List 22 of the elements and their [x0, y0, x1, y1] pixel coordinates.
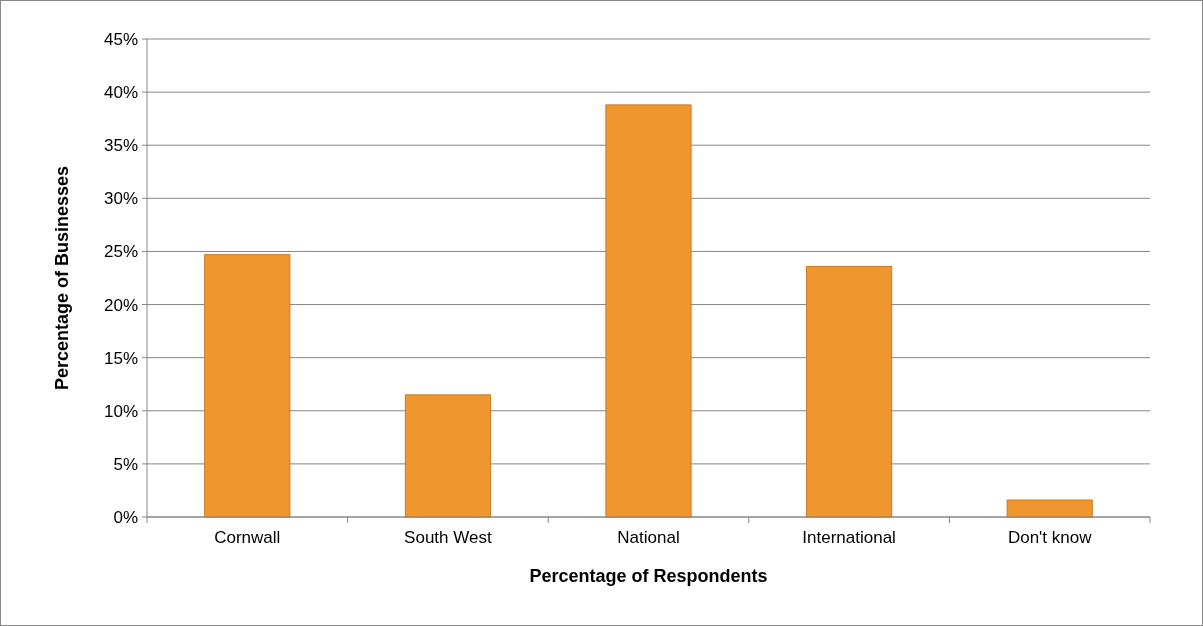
y-tick-label: 40% — [103, 83, 138, 103]
x-tick-label: Don't know — [1007, 528, 1093, 547]
y-axis-title: Percentage of Businesses — [52, 165, 72, 391]
bar — [204, 254, 291, 518]
x-tick-label: South West — [404, 528, 492, 547]
y-tick-label: 25% — [103, 242, 138, 262]
x-tick-label: International — [802, 528, 896, 547]
y-tick-label: 15% — [103, 348, 138, 368]
bar — [605, 104, 692, 518]
y-tick-label: 0% — [113, 507, 138, 527]
y-tick-label: 5% — [113, 454, 138, 474]
y-tick-label: 20% — [103, 295, 138, 315]
bar — [404, 394, 491, 518]
y-tick-label: 10% — [103, 401, 138, 421]
bar — [1006, 499, 1093, 518]
y-tick-label: 35% — [103, 136, 138, 156]
bar — [806, 265, 893, 518]
x-tick-label: National — [617, 528, 680, 547]
x-tick-label: Cornwall — [214, 528, 281, 547]
y-tick-label: 45% — [103, 29, 138, 49]
x-axis-title: Percentage of Respondents — [529, 566, 768, 586]
y-tick-label: 30% — [103, 189, 138, 209]
